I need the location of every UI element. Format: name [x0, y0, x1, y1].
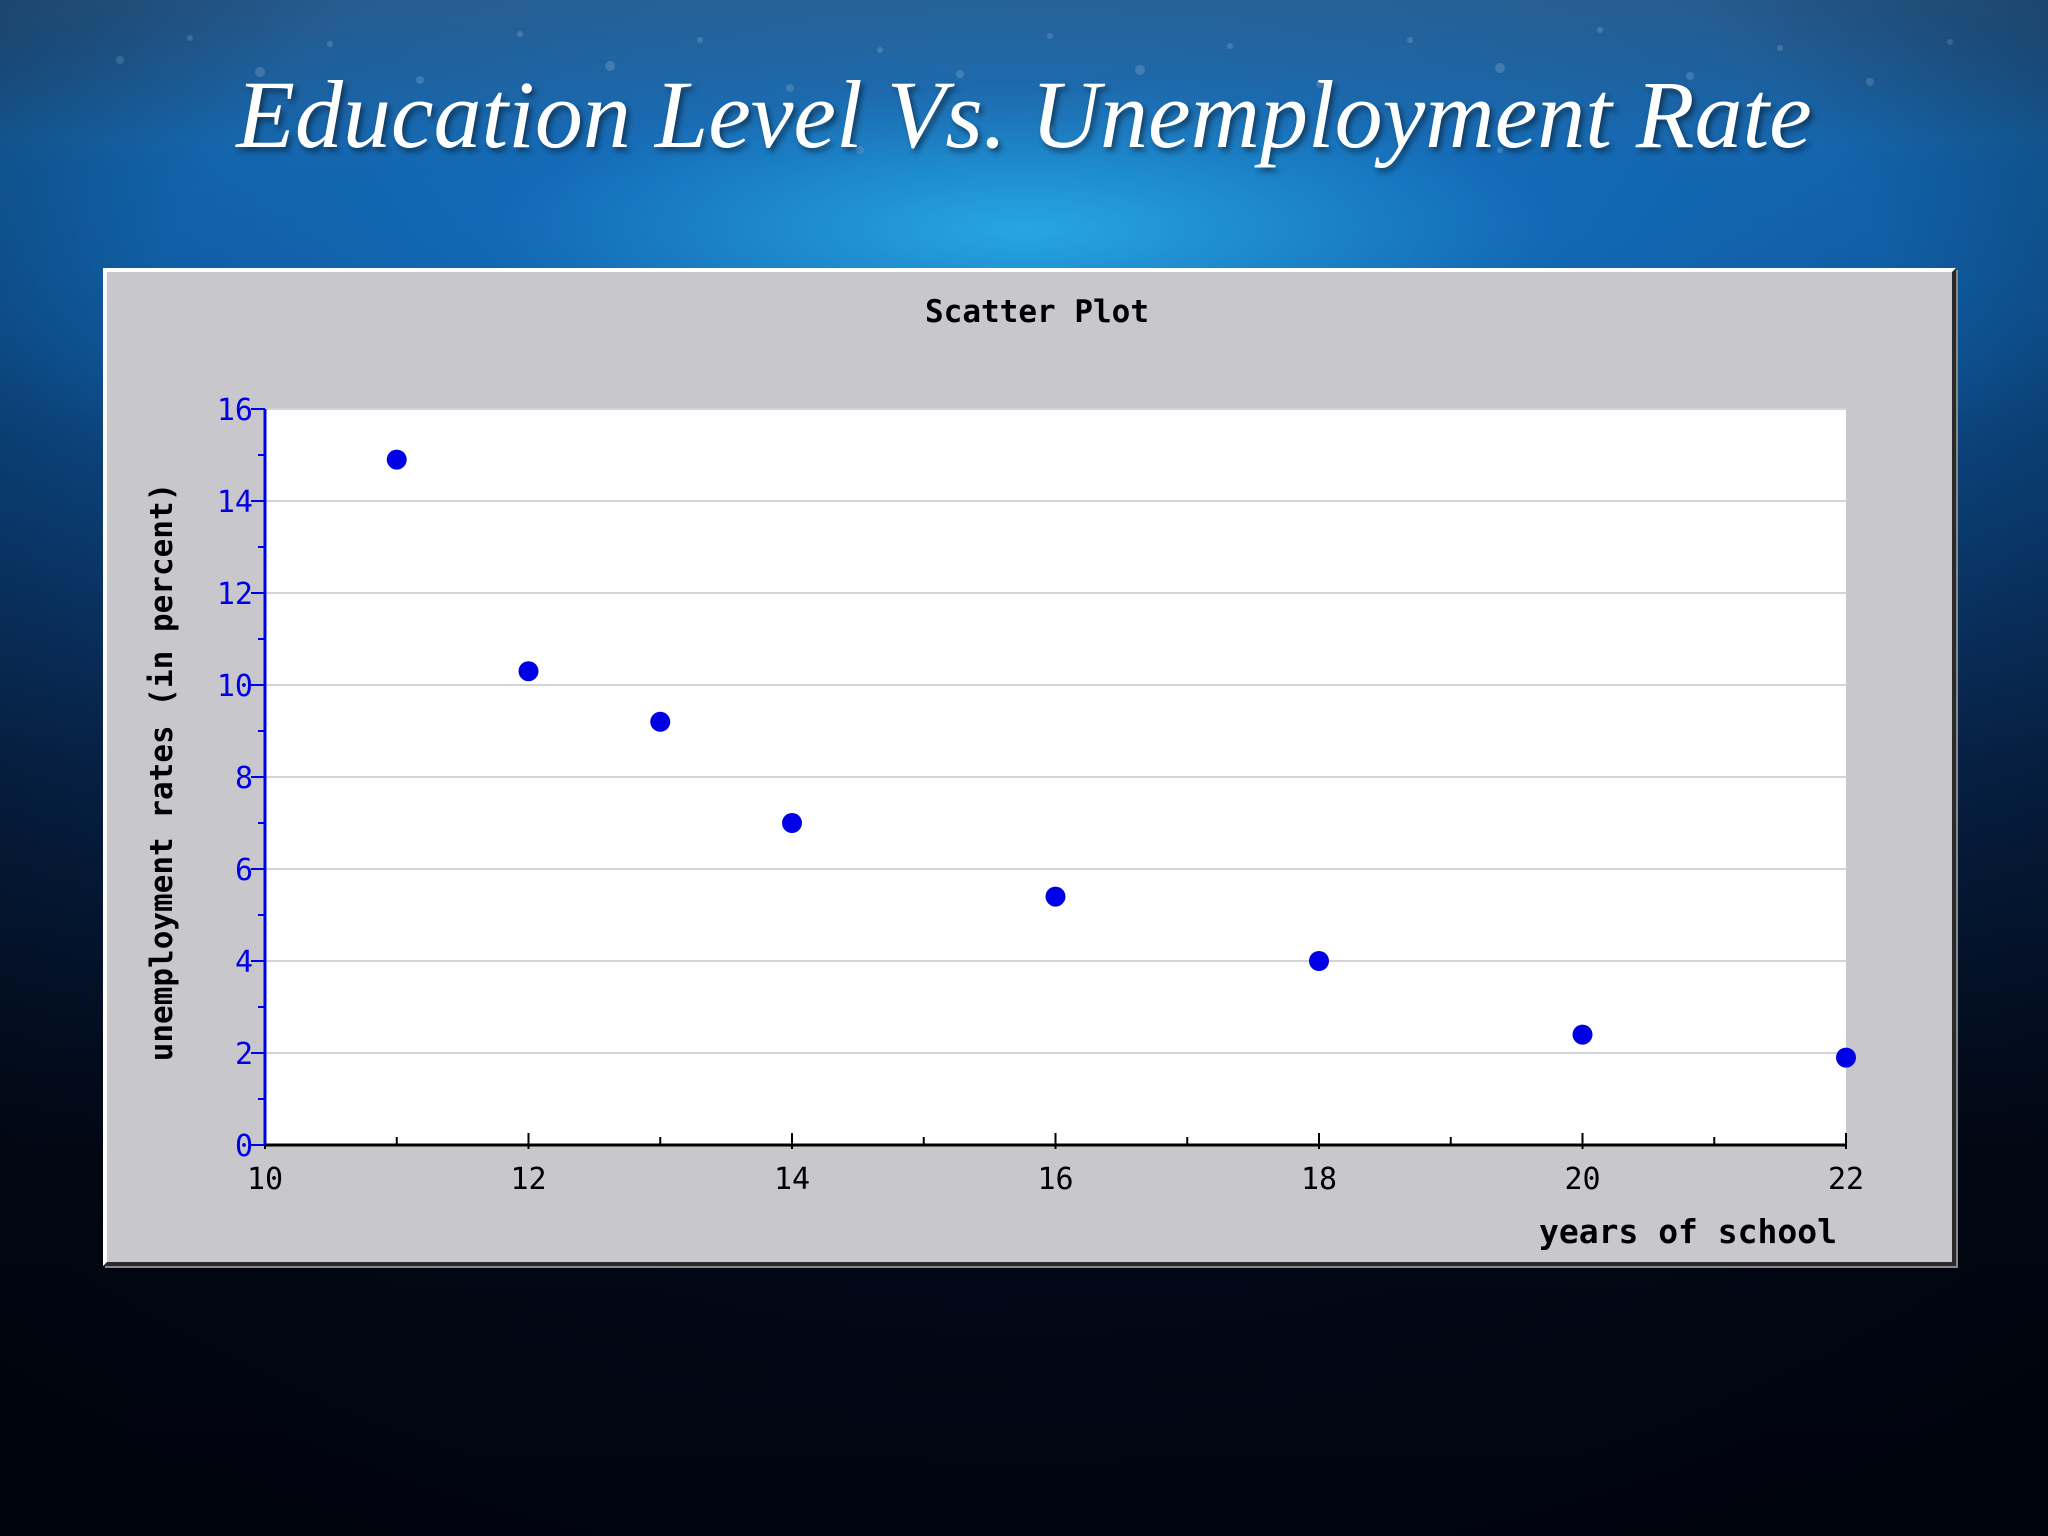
data-point — [1836, 1047, 1856, 1068]
x-tick-label: 20 — [1564, 1162, 1600, 1197]
x-tick-label: 18 — [1301, 1162, 1337, 1197]
data-point — [518, 661, 539, 682]
y-tick-label: 0 — [235, 1129, 253, 1164]
y-tick-label: 6 — [235, 853, 253, 888]
x-tick-label: 16 — [1037, 1162, 1073, 1197]
data-point — [782, 813, 802, 833]
data-point — [386, 449, 407, 470]
data-point — [1572, 1024, 1593, 1045]
data-point — [1309, 951, 1329, 971]
grid — [265, 408, 1846, 1054]
y-tick-label: 2 — [235, 1037, 253, 1072]
y-axis-title: unemployment rates (in percent) — [144, 483, 180, 1062]
y-tick-label: 16 — [217, 393, 253, 428]
y-tick-label: 14 — [217, 485, 253, 520]
data-point — [1045, 886, 1066, 907]
axes — [251, 408, 1847, 1149]
data-points — [386, 449, 1856, 1068]
y-tick-label: 12 — [217, 577, 253, 612]
tick-labels: 0 2 4 6 8 10 12 14 16 10 12 14 16 18 20 22 — [217, 393, 1864, 1197]
data-point — [650, 711, 671, 732]
chart-title: Scatter Plot — [925, 294, 1149, 330]
slide-title: Education Level Vs. Unemployment Rate — [236, 61, 1812, 168]
x-axis-title: years of school — [1539, 1212, 1837, 1251]
x-tick-label: 10 — [247, 1162, 283, 1197]
x-tick-label: 22 — [1828, 1162, 1864, 1197]
y-tick-label: 10 — [217, 669, 253, 704]
chart-panel: Scatter Plot 0 2 4 6 8 10 12 14 16 10 12 14 16 18 20 22… — [103, 268, 1956, 1266]
scatter-chart: Scatter Plot 0 2 4 6 8 10 12 14 16 10 12 14 16 18 20 22… — [144, 294, 1864, 1251]
y-tick-label: 4 — [235, 945, 253, 980]
x-tick-label: 12 — [510, 1162, 546, 1197]
y-tick-label: 8 — [235, 761, 253, 796]
x-tick-label: 14 — [774, 1162, 810, 1197]
